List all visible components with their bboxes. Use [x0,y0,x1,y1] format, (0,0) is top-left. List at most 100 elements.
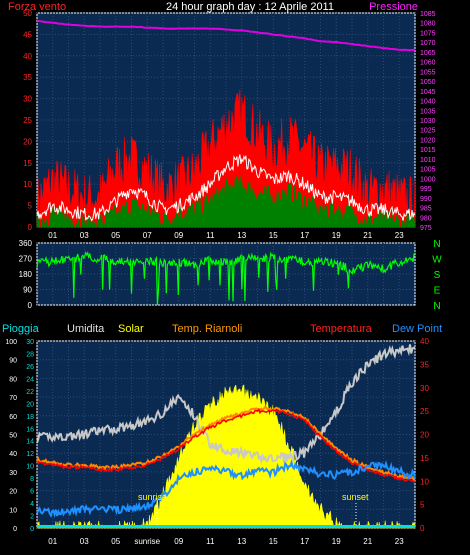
pressure-line [36,19,416,52]
tick-labels: 0510152025303540455097598098599099510001… [5,9,442,546]
wind-tick-label: 10 [23,180,32,189]
temperature-x-tick-label: 09 [174,537,183,546]
pressure-tick-label: 1070 [420,40,436,47]
legend-dewpoint: Dew Point [392,323,442,335]
pressure-tick-label: 995 [420,186,432,193]
pressure-tick-label: 1035 [420,108,436,115]
wind-axis-title: Forza vento [8,1,66,13]
wind-x-tick-label: 13 [237,231,246,240]
temperature-x-tick-label: 01 [48,537,57,546]
pressure-tick-label: 1010 [420,157,436,164]
temperature-x-tick-label: 11 [206,537,215,546]
dewpoint-tick-label: 10 [26,464,34,471]
pressure-tick-label: 1065 [420,50,436,57]
dewpoint-tick-label: 4 [30,501,34,508]
wind-x-tick-label: 17 [300,231,309,240]
pressure-tick-label: 1000 [420,176,436,183]
temperature-line [36,408,416,484]
humidity-tick-label: 30 [9,470,17,477]
wind-gust-area [36,89,416,228]
legend-solar: Solar [118,323,144,335]
wind-tick-label: 0 [28,223,33,232]
temperature-tick-label: 30 [420,384,429,393]
dewpoint-tick-label: 18 [26,414,34,421]
temperature-x-tick-label: 13 [237,537,246,546]
direction-tick-label: 0 [28,301,33,310]
humidity-tick-label: 100 [5,339,17,346]
direction-tick-label: 180 [19,270,33,279]
temperature-series [36,344,416,529]
dewpoint-tick-label: 0 [30,526,34,533]
pressure-tick-label: 1030 [420,118,436,125]
dewpoint-tick-label: 2 [30,514,34,521]
riarnoli-temperature-line [36,406,416,483]
direction-tick-label: 360 [19,239,33,248]
pressure-tick-label: 1020 [420,137,436,144]
legend-temperatura: Temperatura [310,323,373,335]
wind-x-tick-label: 05 [111,231,120,240]
chart-title: 24 hour graph day : 12 Aprile 2011 [166,1,334,13]
wind-x-tick-label: 01 [48,231,57,240]
dewpoint-tick-label: 12 [26,451,34,458]
wind-tick-label: 40 [23,52,32,61]
wind-tick-label: 45 [23,30,32,39]
dewpoint-tick-label: 28 [26,351,34,358]
wind-x-tick-label: 07 [143,231,152,240]
temperature-tick-label: 35 [420,360,429,369]
pressure-tick-label: 985 [420,206,432,213]
humidity-line [36,344,416,465]
pressure-tick-label: 1005 [420,167,436,174]
dewpoint-tick-label: 6 [30,489,34,496]
temperature-x-tick-label: 15 [269,537,278,546]
dewpoint-tick-label: 16 [26,426,34,433]
humidity-tick-label: 50 [9,433,17,440]
pressure-tick-label: 980 [420,215,432,222]
wind-x-tick-label: 21 [363,231,372,240]
legend-umidita: Umidita [67,323,105,335]
wind-tick-label: 50 [23,9,32,18]
wind-tick-label: 20 [23,137,32,146]
legend-pioggia: Pioggia [2,323,40,335]
pressure-tick-label: 1085 [420,11,436,18]
temperature-x-tick-label: 19 [332,537,341,546]
pressure-tick-label: 1025 [420,128,436,135]
compass-label: S [434,270,441,281]
pressure-tick-label: 1015 [420,147,436,154]
legend-riarnoli: Temp. Riarnoli [172,323,242,335]
dewpoint-tick-label: 24 [26,376,34,383]
dewpoint-tick-label: 22 [26,389,34,396]
temperature-tick-label: 25 [420,407,429,416]
pressure-tick-label: 1045 [420,89,436,96]
dewpoint-tick-label: 30 [26,339,34,346]
pressure-tick-label: 1075 [420,30,436,37]
dewpoint-tick-label: 20 [26,401,34,408]
humidity-tick-label: 20 [9,489,17,496]
dewpoint-tick-label: 26 [26,364,34,371]
sunrise-label: sunrise [138,492,167,502]
wind-x-tick-label: 09 [174,231,183,240]
wind-tick-label: 30 [23,95,32,104]
temperature-x-tick-label: 23 [395,537,404,546]
compass-label: W [432,255,442,266]
humidity-tick-label: 60 [9,414,17,421]
pressure-tick-label: 990 [420,196,432,203]
temperature-tick-label: 0 [420,524,425,533]
dewpoint-tick-label: 14 [26,439,34,446]
temperature-x-tick-label: 03 [80,537,89,546]
humidity-tick-label: 40 [9,451,17,458]
humidity-tick-label: 90 [9,358,17,365]
humidity-tick-label: 0 [13,526,17,533]
direction-tick-label: 270 [19,255,33,264]
humidity-tick-label: 10 [9,507,17,514]
direction-tick-label: 90 [23,286,32,295]
pressure-tick-label: 1060 [420,60,436,67]
humidity-tick-label: 80 [9,376,17,383]
compass-label: N [433,301,440,312]
temperature-tick-label: 10 [420,477,429,486]
humidity-tick-label: 70 [9,395,17,402]
wind-tick-label: 5 [28,202,33,211]
wind-x-tick-label: 19 [332,231,341,240]
temperature-x-tick-label: 17 [300,537,309,546]
